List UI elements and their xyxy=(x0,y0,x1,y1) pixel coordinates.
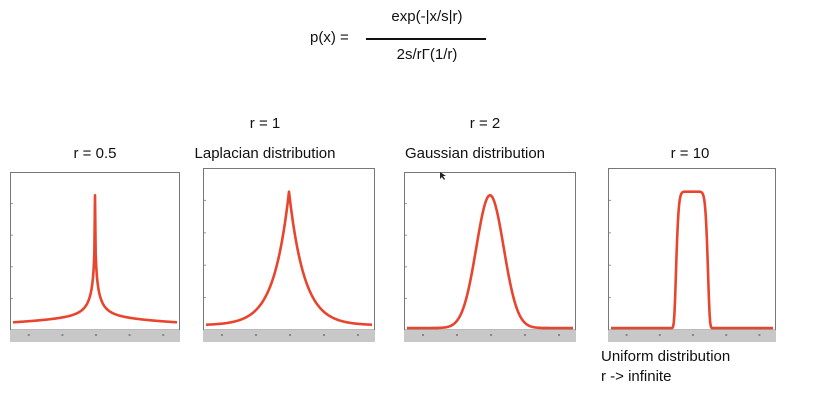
x-tick xyxy=(658,334,661,336)
x-tick xyxy=(255,334,257,336)
panel-4-title: r = 10 xyxy=(670,145,710,162)
x-tick xyxy=(758,334,761,336)
panel-2-title: r = 1 xyxy=(249,115,281,132)
distribution-curve xyxy=(12,193,178,324)
x-tick xyxy=(95,334,97,336)
formula: p(x) = exp(-|x/s|r) 2s/rΓ(1/r) xyxy=(0,0,814,80)
chart-panel-r-0.5 xyxy=(10,172,180,342)
panel-1-title: r = 0.5 xyxy=(73,145,117,162)
plot-frame xyxy=(608,168,776,331)
caption: Uniform distribution r -> infinite xyxy=(601,347,730,387)
caption-line-2: r -> infinite xyxy=(601,368,672,385)
chart-panel-r-10 xyxy=(608,168,776,342)
x-tick xyxy=(524,334,526,336)
x-tick xyxy=(61,334,64,336)
distribution-curve xyxy=(610,190,774,330)
x-tick xyxy=(725,334,728,336)
x-tick xyxy=(323,334,325,336)
x-tick xyxy=(289,334,291,336)
x-tick xyxy=(692,334,694,336)
chart-panel-r-2 xyxy=(404,172,576,342)
panel-2-subtitle: Laplacian distribution xyxy=(194,145,336,162)
x-tick xyxy=(490,334,492,336)
x-tick xyxy=(357,334,359,336)
x-tick xyxy=(162,334,165,336)
caption-line-1: Uniform distribution xyxy=(601,348,731,365)
panel-3-subtitle: Gaussian distribution xyxy=(404,145,546,162)
chart-panel-r-1 xyxy=(203,168,375,342)
formula-lhs: p(x) = xyxy=(310,29,349,46)
x-tick xyxy=(221,334,223,336)
formula-fraction-bar xyxy=(366,38,486,40)
mouse-cursor-icon xyxy=(440,172,446,180)
distribution-curve xyxy=(205,190,373,326)
panel-3-title: r = 2 xyxy=(469,115,501,132)
distribution-curve xyxy=(406,193,574,330)
x-tick xyxy=(456,334,458,336)
x-tick xyxy=(558,334,560,336)
formula-denominator: 2s/rΓ(1/r) xyxy=(396,46,458,63)
x-tick xyxy=(625,334,628,336)
x-tick xyxy=(27,334,30,336)
x-tick xyxy=(128,334,131,336)
formula-numerator: exp(-|x/s|r) xyxy=(391,8,463,25)
x-tick xyxy=(422,334,424,336)
